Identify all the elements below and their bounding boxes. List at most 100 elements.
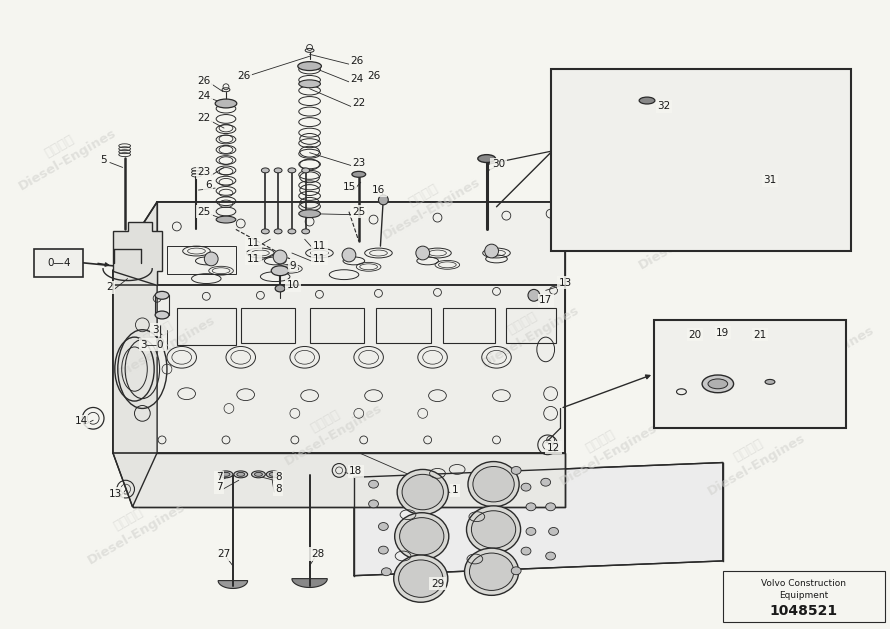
Text: 紫发动力
Diesel-Engines: 紫发动力 Diesel-Engines — [471, 289, 581, 370]
Text: 32: 32 — [657, 101, 670, 111]
Circle shape — [273, 250, 287, 264]
Ellipse shape — [397, 469, 449, 515]
Text: 25: 25 — [352, 207, 366, 217]
Ellipse shape — [702, 375, 733, 392]
Text: 8: 8 — [275, 472, 281, 482]
Ellipse shape — [394, 513, 449, 560]
Ellipse shape — [302, 229, 310, 234]
Text: 2: 2 — [107, 282, 113, 292]
Ellipse shape — [298, 62, 321, 70]
Text: 7: 7 — [215, 472, 222, 482]
Bar — [167, 246, 236, 274]
Ellipse shape — [393, 555, 448, 602]
Ellipse shape — [466, 506, 521, 553]
Text: 11: 11 — [312, 254, 326, 264]
Text: 15: 15 — [343, 182, 356, 192]
Text: 29: 29 — [431, 579, 444, 589]
Ellipse shape — [262, 168, 270, 173]
Text: 紫发动力
Diesel-Engines: 紫发动力 Diesel-Engines — [549, 408, 659, 488]
Ellipse shape — [155, 291, 169, 299]
Bar — [310, 308, 364, 343]
Text: 22: 22 — [352, 99, 366, 108]
Ellipse shape — [237, 472, 245, 476]
Text: 20: 20 — [689, 330, 702, 340]
Bar — [34, 249, 84, 277]
Text: 24: 24 — [350, 74, 363, 84]
Text: 8: 8 — [275, 484, 281, 494]
Bar — [443, 308, 495, 343]
Ellipse shape — [511, 467, 522, 474]
Bar — [376, 308, 431, 343]
Ellipse shape — [478, 155, 496, 162]
Text: 紫发动力
Diesel-Engines: 紫发动力 Diesel-Engines — [77, 486, 188, 567]
Text: 紫发动力
Diesel-Engines: 紫发动力 Diesel-Engines — [766, 309, 877, 390]
Circle shape — [378, 195, 388, 205]
Ellipse shape — [262, 229, 270, 234]
Bar — [723, 571, 885, 622]
Ellipse shape — [275, 285, 285, 292]
Text: 10: 10 — [287, 281, 299, 291]
Ellipse shape — [765, 379, 775, 384]
Ellipse shape — [400, 518, 444, 555]
Text: 18: 18 — [349, 467, 362, 476]
Ellipse shape — [302, 168, 310, 173]
Ellipse shape — [382, 568, 392, 576]
Ellipse shape — [402, 474, 443, 509]
Text: 11: 11 — [247, 254, 260, 264]
Polygon shape — [565, 202, 585, 221]
Ellipse shape — [271, 266, 289, 276]
Ellipse shape — [270, 472, 277, 476]
Ellipse shape — [546, 503, 555, 511]
Text: 26: 26 — [367, 71, 380, 81]
Text: 28: 28 — [311, 549, 324, 559]
Ellipse shape — [288, 229, 295, 234]
Ellipse shape — [526, 528, 536, 535]
Text: 5: 5 — [100, 155, 106, 165]
Ellipse shape — [639, 97, 655, 104]
Ellipse shape — [526, 503, 536, 511]
Text: Volvo Construction: Volvo Construction — [761, 579, 845, 588]
Polygon shape — [292, 579, 328, 587]
Text: 1: 1 — [452, 485, 458, 495]
Text: 3: 3 — [152, 325, 158, 335]
Ellipse shape — [541, 478, 551, 486]
Ellipse shape — [469, 553, 514, 591]
Text: 11: 11 — [247, 238, 260, 248]
Ellipse shape — [378, 523, 388, 530]
Text: Equipment: Equipment — [779, 591, 828, 600]
Ellipse shape — [252, 471, 265, 478]
Text: 9: 9 — [289, 261, 296, 271]
Ellipse shape — [511, 567, 522, 575]
Text: 紫发动力
Diesel-Engines: 紫发动力 Diesel-Engines — [697, 418, 807, 498]
Text: 紫发动力
Diesel-Engines: 紫发动力 Diesel-Engines — [372, 162, 483, 242]
Text: 紫发动力
Diesel-Engines: 紫发动力 Diesel-Engines — [9, 113, 119, 193]
Text: 紫发动力
Diesel-Engines: 紫发动力 Diesel-Engines — [107, 299, 217, 380]
Text: 紫发动力
Diesel-Engines: 紫发动力 Diesel-Engines — [628, 191, 739, 272]
Ellipse shape — [548, 528, 559, 535]
Bar — [506, 308, 555, 343]
Ellipse shape — [215, 99, 237, 108]
Ellipse shape — [522, 547, 531, 555]
Text: 26: 26 — [198, 76, 211, 86]
Ellipse shape — [708, 379, 728, 389]
Ellipse shape — [288, 168, 295, 173]
Polygon shape — [354, 462, 723, 576]
Ellipse shape — [522, 483, 531, 491]
Bar — [240, 308, 295, 343]
Ellipse shape — [255, 472, 263, 476]
Polygon shape — [113, 202, 565, 286]
Text: 23: 23 — [352, 157, 366, 167]
Circle shape — [342, 248, 356, 262]
Ellipse shape — [234, 471, 247, 478]
Ellipse shape — [299, 209, 320, 218]
Text: 17: 17 — [539, 295, 553, 305]
Text: 12: 12 — [547, 443, 560, 453]
Text: 1048521: 1048521 — [769, 604, 837, 618]
Text: 24: 24 — [198, 91, 211, 101]
Bar — [177, 308, 236, 345]
Text: 0—4: 0—4 — [47, 258, 70, 268]
Circle shape — [485, 244, 498, 258]
Ellipse shape — [546, 552, 555, 560]
Text: 13: 13 — [559, 277, 572, 287]
Ellipse shape — [465, 548, 519, 596]
